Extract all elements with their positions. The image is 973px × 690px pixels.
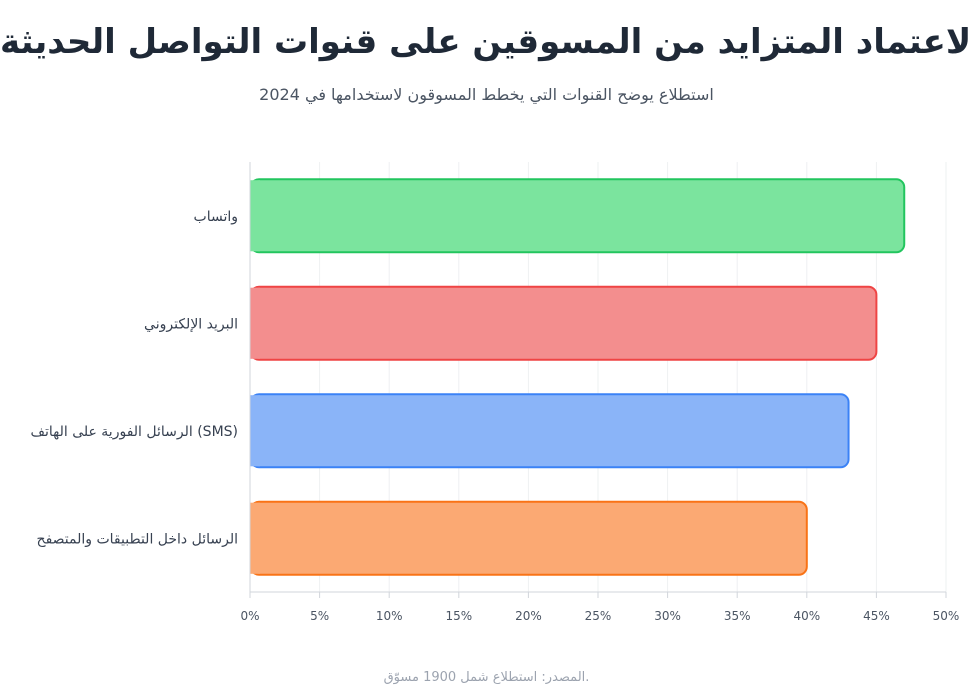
- bars: [250, 178, 906, 576]
- chart-title: الاعتماد المتزايد من المسوقين على قنوات …: [0, 22, 973, 62]
- category-label: البريد الإلكتروني: [144, 316, 238, 332]
- x-tick-label: 5%: [310, 609, 329, 623]
- x-tick-label: 35%: [724, 609, 751, 623]
- bar-base: [250, 395, 260, 467]
- bar-base: [250, 180, 260, 252]
- bar-base: [250, 502, 260, 574]
- bar-base: [250, 287, 260, 359]
- x-tick-label: 25%: [585, 609, 612, 623]
- x-tick-label: 10%: [376, 609, 403, 623]
- source-note: المصدر: استطلاع شمل 1900 مسوّق.: [383, 670, 590, 685]
- bar: [250, 285, 878, 361]
- x-tick-label: 40%: [793, 609, 820, 623]
- x-tick-label: 20%: [515, 609, 542, 623]
- category-label: الرسائل داخل التطبيقات والمتصفح: [37, 531, 238, 547]
- bar: [250, 500, 808, 576]
- bar: [250, 393, 850, 469]
- x-tick-label: 50%: [933, 609, 960, 623]
- x-tick-label: 45%: [863, 609, 890, 623]
- category-label: الرسائل الفورية على الهاتف (SMS): [30, 424, 238, 440]
- chart-subtitle: استطلاع يوضح القنوات التي يخطط المسوقون …: [259, 85, 714, 104]
- x-tick-label: 15%: [445, 609, 472, 623]
- category-label: واتساب: [194, 209, 238, 225]
- x-tick-label: 30%: [654, 609, 681, 623]
- axes: 0% 5% 10% 15% 20% 25% 30% 35% 40% 45% 50% واتساب الب…: [30, 162, 959, 623]
- bar: [250, 178, 906, 254]
- x-tick-label: 0%: [240, 609, 259, 623]
